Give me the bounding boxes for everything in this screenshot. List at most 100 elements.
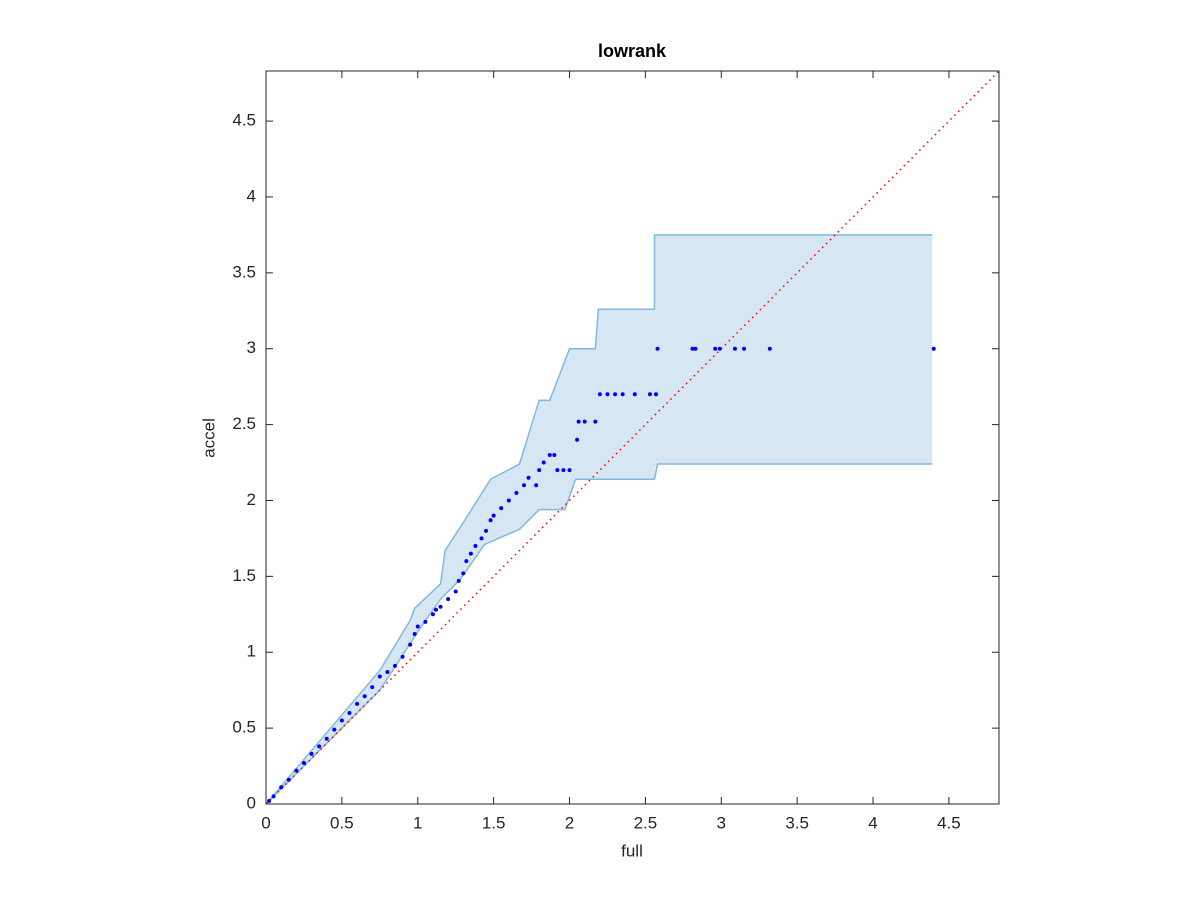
x-tick-label: 2 (565, 813, 574, 832)
confidence-band (266, 234, 933, 804)
data-point (717, 346, 722, 351)
y-tick-label: 4 (247, 186, 256, 205)
data-point (713, 346, 718, 351)
band-upper-edge (265, 234, 933, 805)
data-point (317, 744, 322, 749)
data-point (332, 727, 337, 732)
data-point (456, 578, 461, 583)
data-point (479, 536, 484, 541)
y-tick-label: 2 (247, 490, 256, 509)
data-point (541, 460, 546, 465)
y-tick-label: 3.5 (232, 262, 256, 281)
data-point (491, 513, 496, 518)
data-point (613, 392, 618, 397)
data-point (279, 785, 284, 790)
data-point (301, 761, 306, 766)
data-point (423, 619, 428, 624)
data-point (499, 506, 504, 511)
y-tick-label: 3 (247, 338, 256, 357)
x-tick-label: 4.5 (937, 813, 961, 832)
data-point (732, 346, 737, 351)
reference-line (265, 70, 1000, 805)
data-point (433, 607, 438, 612)
x-tick-label: 1 (413, 813, 422, 832)
data-point (567, 468, 572, 473)
band-lower-edge (265, 463, 933, 805)
data-point (582, 419, 587, 424)
data-point (931, 346, 936, 351)
data-point (767, 346, 772, 351)
data-point (294, 768, 299, 773)
data-point (271, 794, 276, 799)
data-point (488, 518, 493, 523)
data-point (576, 419, 581, 424)
data-point (597, 392, 602, 397)
data-point (473, 544, 478, 549)
data-point (655, 346, 660, 351)
y-tick-label: 1 (247, 642, 256, 661)
data-point (526, 475, 531, 480)
data-point (514, 490, 519, 495)
chart-title: lowrank (598, 41, 667, 61)
data-point (605, 392, 610, 397)
data-point (555, 468, 560, 473)
x-tick-label: 0 (261, 813, 270, 832)
data-point (561, 468, 566, 473)
data-point (484, 528, 489, 533)
data-point (521, 483, 526, 488)
data-point (286, 777, 291, 782)
y-tick-label: 2.5 (232, 414, 256, 433)
data-point (438, 604, 443, 609)
data-point (464, 559, 469, 564)
data-point (446, 597, 451, 602)
data-point (362, 694, 367, 699)
data-point (385, 669, 390, 674)
x-tick-label: 3 (717, 813, 726, 832)
x-tick-label: 2.5 (634, 813, 658, 832)
data-point (400, 654, 405, 659)
axes-box (265, 70, 1000, 805)
x-tick-label: 4 (868, 813, 877, 832)
data-point (355, 701, 360, 706)
y-tick-label: 0.5 (232, 718, 256, 737)
data-point (267, 798, 272, 803)
data-point (370, 685, 375, 690)
y-axis-label: accel (199, 418, 218, 458)
data-point (392, 663, 397, 668)
data-point (347, 710, 352, 715)
data-point (537, 468, 542, 473)
x-tick-label: 0.5 (330, 813, 354, 832)
data-point (552, 452, 557, 457)
data-point (468, 551, 473, 556)
data-point (408, 642, 413, 647)
y-tick-label: 4.5 (232, 111, 256, 130)
data-point (742, 346, 747, 351)
x-axis-label: full (621, 841, 643, 860)
data-point (324, 736, 329, 741)
data-point (461, 571, 466, 576)
data-point (412, 632, 417, 637)
data-point (647, 392, 652, 397)
data-point (506, 498, 511, 503)
x-tick-label: 3.5 (785, 813, 809, 832)
data-point (547, 452, 552, 457)
y-tick-label: 0 (247, 793, 256, 812)
data-point (620, 392, 625, 397)
data-point (377, 674, 382, 679)
data-point (339, 718, 344, 723)
data-point (593, 419, 598, 424)
data-point (415, 624, 420, 629)
data-point (654, 392, 659, 397)
data-point (534, 483, 539, 488)
y-tick-label: 1.5 (232, 566, 256, 585)
data-point (575, 437, 580, 442)
data-point (690, 346, 695, 351)
data-point (430, 612, 435, 617)
plot-area: 0 0.5 1 1.5 2 2.5 3 3.5 4 4.5 0 0.5 1 1.5 2 2.5 3 3.5 4 4.5 (232, 70, 1000, 832)
data-point (309, 751, 314, 756)
data-point (632, 392, 637, 397)
x-tick-label: 1.5 (482, 813, 506, 832)
data-point (453, 589, 458, 594)
data-point (693, 346, 698, 351)
